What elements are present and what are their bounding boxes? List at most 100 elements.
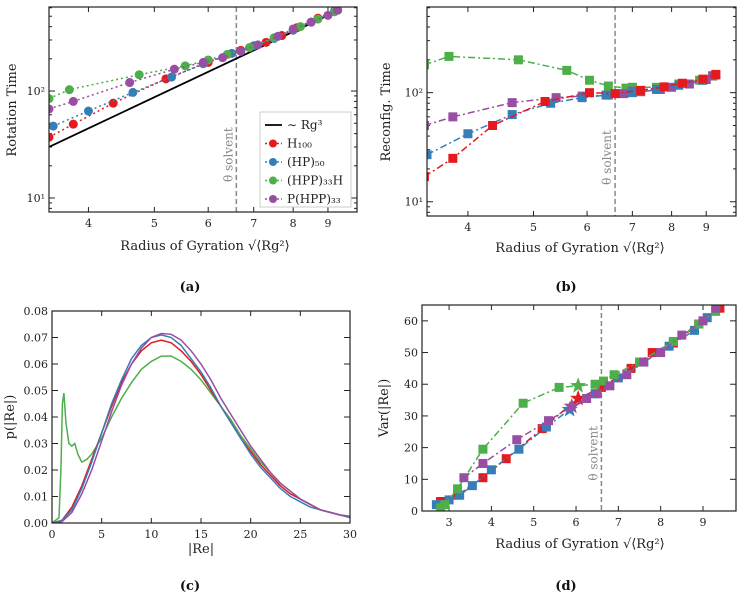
legend-marker-icon (269, 195, 277, 203)
data-point (501, 454, 511, 464)
x-tick-label: 5 (530, 221, 537, 234)
data-point (711, 305, 721, 313)
data-point (677, 78, 687, 88)
data-point (627, 88, 637, 98)
data-point (169, 64, 179, 74)
data-point (459, 473, 469, 483)
data-point (427, 172, 429, 182)
data-point (690, 325, 700, 335)
data-point (134, 70, 144, 80)
data-point (546, 98, 556, 108)
data-point (541, 422, 551, 432)
legend-entry: (HPP)₃₃H (287, 174, 343, 188)
data-point (518, 398, 528, 408)
data-point-star (570, 377, 587, 393)
theta-solvent-label: θ solvent (586, 426, 600, 481)
x-axis-label: |Re| (188, 542, 214, 557)
x-tick-label: 6 (584, 221, 591, 234)
y-tick-label: 30 (404, 410, 418, 423)
data-point (463, 129, 473, 139)
data-point (507, 110, 517, 120)
data-point (108, 98, 118, 108)
axes-frame (421, 304, 737, 512)
data-point (427, 120, 429, 130)
data-point (647, 348, 657, 358)
x-tick-label: 7 (615, 516, 622, 529)
panel-caption: (b) (555, 280, 576, 295)
series-line-HP50 (427, 74, 717, 156)
x-axis-label: Radius of Gyration √⟨Rg²⟩ (495, 241, 664, 256)
series-line-HPP33H (427, 55, 713, 89)
data-point (619, 89, 629, 99)
y-tick-label: 0.00 (24, 517, 49, 530)
series-line-H100 (52, 339, 350, 523)
data-point (582, 393, 592, 403)
data-point (444, 51, 454, 61)
data-point (128, 87, 138, 97)
data-point (577, 93, 587, 103)
panel-caption: (c) (180, 579, 200, 594)
panel-d: 3 4 5 6 7 8 9 0 10 20 30 40 50 60 θ solvent Radius of G… (377, 304, 737, 594)
legend-entry: (HP)₅₀ (287, 155, 325, 169)
x-tick-label: 30 (343, 528, 357, 541)
data-point (236, 46, 246, 56)
data-point (711, 69, 721, 79)
x-axis-label: Radius of Gyration √⟨Rg²⟩ (120, 239, 289, 254)
data-point (513, 55, 523, 65)
data-point (68, 96, 78, 106)
x-tick-label: 5 (98, 528, 105, 541)
data-point (698, 316, 708, 326)
data-point (49, 104, 54, 114)
y-axis-label: Rotation Time (5, 63, 20, 156)
y-tick-label: 0 (411, 505, 418, 518)
x-tick-label: 7 (629, 221, 636, 234)
y-tick-label: 10¹ (405, 196, 423, 209)
data-point (273, 31, 283, 41)
panel-caption: (d) (555, 579, 576, 594)
y-tick-label: 10 (404, 473, 418, 486)
plot-area (49, 7, 343, 148)
plot-area (52, 332, 350, 523)
x-tick-label: 5 (151, 217, 158, 230)
data-point (639, 357, 649, 367)
legend-entry: H₁₀₀ (287, 137, 312, 151)
x-tick-label: 7 (250, 217, 257, 230)
y-axis-label: p(|Re|) (3, 395, 18, 440)
data-point (599, 376, 609, 386)
data-point (478, 444, 488, 454)
data-point (656, 348, 666, 358)
x-tick-label: 0 (49, 528, 56, 541)
x-tick-label: 25 (293, 528, 307, 541)
data-point (244, 43, 254, 53)
x-tick-label: 8 (290, 217, 297, 230)
data-point (684, 79, 694, 89)
data-point (306, 17, 316, 27)
y-tick-label: 0.06 (24, 358, 49, 371)
data-point (323, 10, 333, 20)
panel-b: 4 5 6 7 8 9 10¹ 10² θ solvent Radius of Gyration … (379, 6, 737, 295)
y-tick-label: 20 (404, 442, 418, 455)
x-tick-label: 9 (699, 516, 706, 529)
panel-c: 0 5 10 15 20 25 30 0.00 0.01 0.02 0.03 0.04 0.05 0.06… (3, 305, 357, 594)
data-point (313, 14, 323, 24)
x-tick-label: 9 (324, 217, 331, 230)
data-point (554, 382, 564, 392)
data-point (562, 65, 572, 75)
data-point (592, 389, 602, 399)
data-point (512, 435, 522, 445)
x-tick-label: 4 (85, 217, 92, 230)
data-point (585, 88, 595, 98)
series-line-HPP33H (52, 355, 350, 523)
data-point (125, 78, 135, 88)
data-point (218, 53, 228, 63)
data-point (49, 132, 54, 142)
data-point (83, 106, 93, 116)
y-tick-label: 0.03 (24, 438, 49, 451)
data-point (49, 121, 58, 131)
legend-marker-icon (269, 139, 277, 148)
data-point (448, 153, 458, 163)
y-tick-label: 0.07 (24, 332, 49, 345)
axes-frame (51, 310, 351, 524)
data-point (288, 24, 298, 34)
